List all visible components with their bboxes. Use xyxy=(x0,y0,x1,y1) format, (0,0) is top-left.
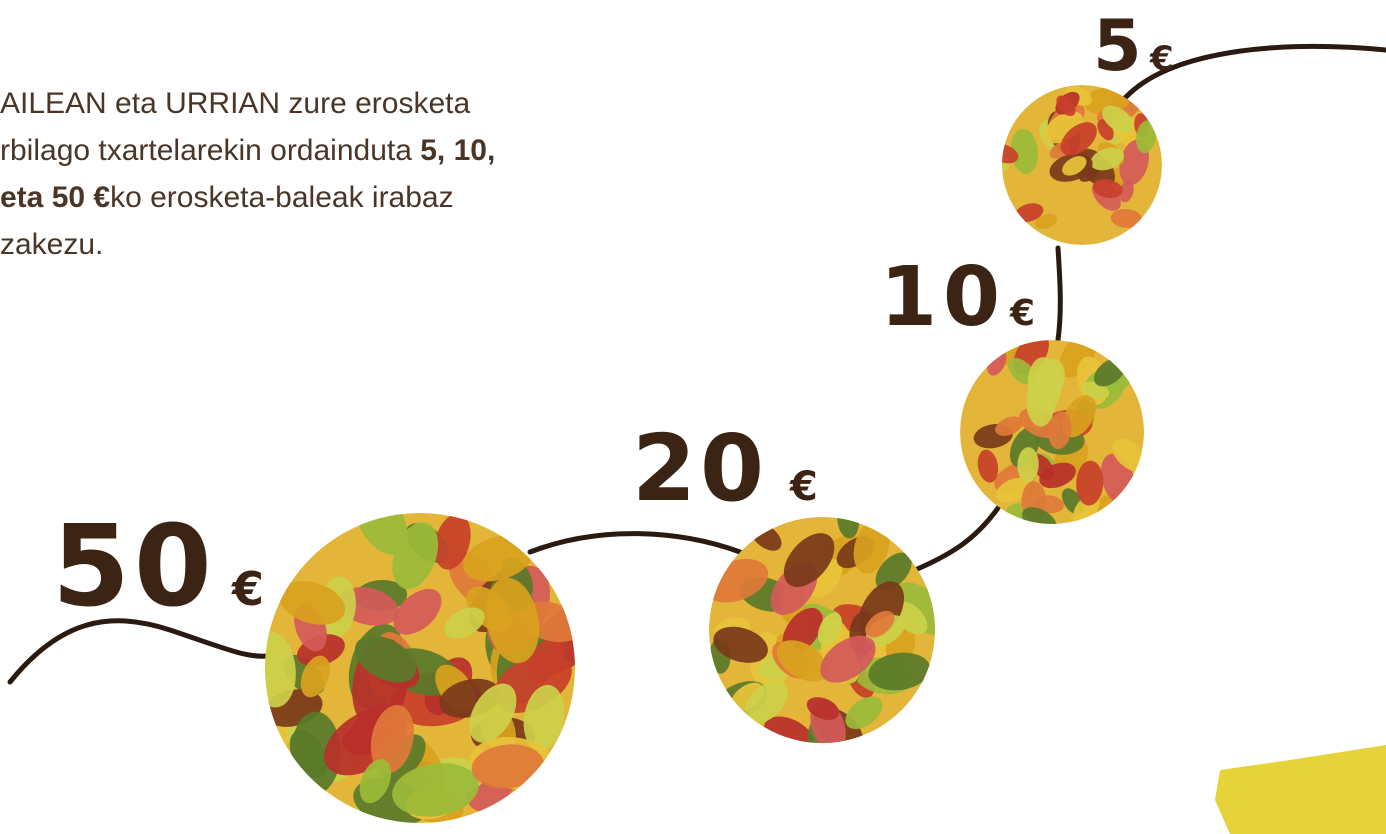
prize-amount: 20 xyxy=(632,415,768,522)
leaf-ball xyxy=(987,80,1162,245)
text-segment: 5, 10, xyxy=(420,134,495,167)
prize-amount: 10 xyxy=(880,250,1006,345)
prize-currency: € xyxy=(1149,39,1174,79)
leaf-ball xyxy=(960,326,1152,541)
text-segment: AILEAN eta URRIAN zure erosketa xyxy=(0,87,470,120)
page: 5 € 10 € 20 € 50 € AILEAN eta URRIAN zur… xyxy=(0,0,1386,834)
text-segment: zakezu. xyxy=(0,228,103,261)
text-line: rbilago txartelarekin ordainduta 5, 10, xyxy=(0,127,495,174)
text-segment: rbilago txartelarekin ordainduta xyxy=(0,134,420,167)
prize-currency: € xyxy=(231,562,264,616)
prize-currency: € xyxy=(1009,293,1035,334)
prize-currency: € xyxy=(789,464,818,510)
leaf-ball xyxy=(245,478,615,833)
leaf-ball xyxy=(698,502,958,761)
prize-amount: 50 xyxy=(52,502,216,632)
text-line: zakezu. xyxy=(0,221,495,268)
text-segment: eta 50 € xyxy=(0,181,110,214)
text-line: eta 50 €ko erosketa-baleak irabaz xyxy=(0,174,495,221)
text-line: AILEAN eta URRIAN zure erosketa xyxy=(0,80,495,127)
promo-text: AILEAN eta URRIAN zure erosketa rbilago t… xyxy=(0,80,495,268)
corner-leaf xyxy=(1215,745,1386,834)
prize-amount: 5 xyxy=(1093,5,1142,87)
text-segment: ko erosketa-baleak irabaz xyxy=(110,181,454,214)
